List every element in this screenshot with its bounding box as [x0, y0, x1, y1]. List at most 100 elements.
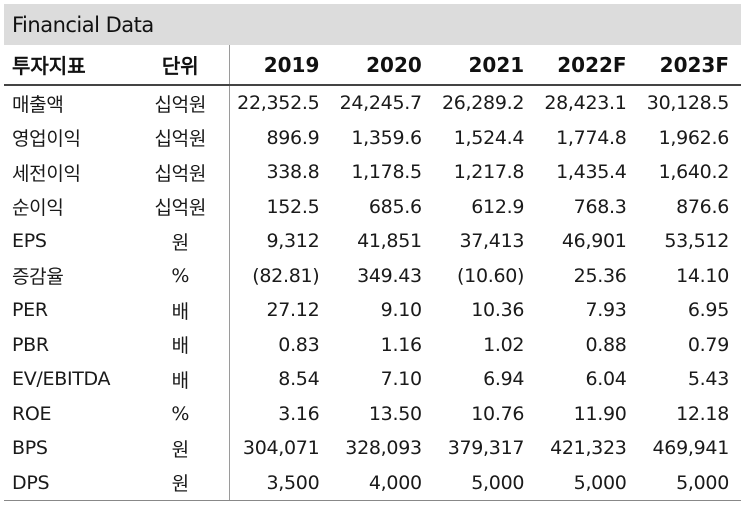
row-value: 1,962.6: [658, 126, 730, 149]
header-row: 투자지표 단위 2019 2020 2021 2022F 2023F: [4, 45, 741, 86]
table-title: Financial Data: [12, 12, 154, 37]
table-row: 순이익 십억원 152.5 685.6 612.9 768.3 876.6: [4, 189, 741, 224]
row-value: 5.43: [687, 368, 729, 391]
row-value: 5,000: [433, 465, 537, 501]
row-value: 469,941: [652, 437, 730, 460]
row-value: 328,093: [345, 437, 422, 460]
row-value: 1.16: [380, 333, 422, 356]
row-value: (82.81): [252, 264, 320, 287]
header-2022f: 2022F: [536, 45, 639, 86]
row-value: 22,352.5: [237, 92, 320, 115]
table-row: EV/EBITDA 배 8.54 7.10 6.94 6.04 5.43: [4, 362, 741, 397]
table-body: 매출액 십억원 22,352.5 24,245.7 26,289.2 28,423.1 30…: [4, 85, 741, 501]
row-value: 1,217.8: [453, 161, 525, 184]
header-unit: 단위: [132, 45, 230, 86]
row-value: (10.60): [457, 264, 525, 287]
row-value: 896.9: [266, 126, 320, 149]
row-value: 5,000: [638, 465, 741, 501]
row-value: 876.6: [676, 195, 729, 218]
row-value: 7.93: [585, 299, 627, 322]
row-indicator-name: 세전이익: [12, 162, 81, 185]
table-row: PER 배 27.12 9.10 10.36 7.93 6.95: [4, 293, 741, 328]
row-indicator-name: 순이익: [12, 197, 64, 220]
table-row: BPS 원 304,071 328,093 379,317 421,323 469,941: [4, 431, 741, 466]
row-value: 27.12: [266, 299, 320, 322]
row-value: 10.76: [471, 402, 525, 425]
row-value: 25.36: [573, 264, 627, 287]
row-unit: 십억원: [132, 85, 230, 121]
row-unit: 원: [132, 431, 230, 466]
row-indicator-name: EV/EBITDA: [12, 368, 111, 391]
row-value: 6.04: [585, 368, 627, 391]
row-value: 338.8: [266, 161, 320, 184]
row-value: 9.10: [380, 299, 422, 322]
row-value: 26,289.2: [441, 92, 525, 115]
row-unit: 배: [132, 327, 230, 362]
table-row: ROE% 3.16 13.50 10.76 11.90 12.18: [4, 396, 741, 431]
row-value: 1,774.8: [556, 126, 627, 149]
row-value: 1,435.4: [556, 161, 627, 184]
row-unit: %: [132, 396, 230, 431]
row-value: 41,851: [357, 230, 422, 253]
header-2019: 2019: [229, 45, 332, 86]
table-row: PBR 배 0.83 1.16 1.02 0.88 0.79: [4, 327, 741, 362]
row-value: 0.79: [687, 333, 729, 356]
row-unit: 십억원: [132, 155, 230, 190]
table-row: 증감율% (82.81) 349.43 (10.60) 25.36 14.10: [4, 258, 741, 293]
row-unit: 십억원: [132, 189, 230, 224]
row-value: 0.83: [278, 333, 320, 356]
row-value: 8.54: [278, 368, 320, 391]
header-indicator: 투자지표: [4, 45, 132, 86]
header-2023f: 2023F: [638, 45, 741, 86]
row-value: 24,245.7: [339, 92, 423, 115]
row-value: 46,901: [561, 230, 627, 253]
row-indicator-name: BPS: [12, 437, 48, 460]
row-value: 1,178.5: [351, 161, 422, 184]
table-row: EPS 원 9,312 41,851 37,413 46,901 53,512: [4, 224, 741, 259]
row-value: 7.10: [380, 368, 422, 391]
row-value: 1,524.4: [453, 126, 525, 149]
financial-table: 투자지표 단위 2019 2020 2021 2022F 2023F 매출액 십억…: [4, 45, 741, 501]
row-value: 14.10: [676, 264, 729, 287]
header-2020: 2020: [331, 45, 434, 86]
row-unit: 원: [132, 465, 230, 501]
row-value: 13.50: [368, 402, 422, 425]
row-unit: 십억원: [132, 120, 230, 155]
table-row: DPS 원 3,500 4,000 5,000 5,000 5,000: [4, 465, 741, 501]
row-value: 10.36: [471, 299, 525, 322]
row-value: 152.5: [266, 195, 320, 218]
row-value: 3.16: [278, 402, 320, 425]
row-value: 3,500: [229, 465, 332, 501]
row-value: 6.95: [687, 299, 729, 322]
row-value: 685.6: [368, 195, 422, 218]
row-value: 11.90: [573, 402, 627, 425]
table-row: 매출액 십억원 22,352.5 24,245.7 26,289.2 28,423.1 30…: [4, 85, 741, 121]
row-value: 768.3: [573, 195, 627, 218]
row-value: 349.43: [357, 264, 422, 287]
row-value: 53,512: [664, 230, 729, 253]
row-value: 0.88: [585, 333, 627, 356]
row-value: 6.94: [483, 368, 525, 391]
row-value: 37,413: [459, 230, 525, 253]
row-unit: 배: [132, 362, 230, 397]
table-row: 영업이익 십억원 896.9 1,359.6 1,524.4 1,774.8 1,962.6: [4, 120, 741, 155]
title-bar: Financial Data: [4, 4, 741, 45]
row-value: 9,312: [266, 230, 320, 253]
row-value: 1,640.2: [658, 161, 730, 184]
row-indicator-name: PER: [12, 299, 48, 322]
row-indicator-name: 증감율: [12, 266, 64, 289]
row-value: 1.02: [483, 333, 525, 356]
row-value: 421,323: [550, 437, 627, 460]
row-value: 5,000: [536, 465, 639, 501]
row-value: 1,359.6: [351, 126, 422, 149]
table-header: 투자지표 단위 2019 2020 2021 2022F 2023F: [4, 45, 741, 86]
table-row: 세전이익 십억원 338.8 1,178.5 1,217.8 1,435.4 1,640.2: [4, 155, 741, 190]
row-indicator-name: DPS: [4, 465, 132, 501]
row-value: 379,317: [447, 437, 525, 460]
row-indicator-name: PBR: [12, 333, 49, 356]
row-indicator-name: EPS: [12, 230, 47, 253]
row-value: 4,000: [331, 465, 434, 501]
row-value: 30,128.5: [646, 92, 730, 115]
row-indicator-name: ROE: [12, 402, 52, 425]
